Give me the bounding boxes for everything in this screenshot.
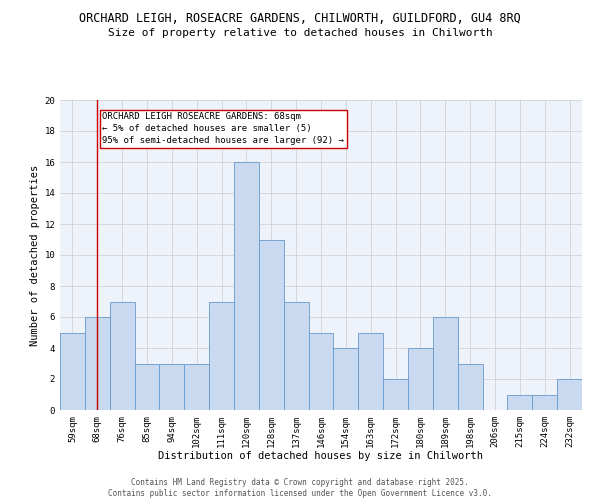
Bar: [234, 162, 259, 410]
Bar: [458, 364, 482, 410]
Bar: [532, 394, 557, 410]
Text: ORCHARD LEIGH ROSEACRE GARDENS: 68sqm
← 5% of detached houses are smaller (5)
95: ORCHARD LEIGH ROSEACRE GARDENS: 68sqm ← …: [102, 112, 344, 145]
Y-axis label: Number of detached properties: Number of detached properties: [30, 164, 40, 346]
Text: Contains HM Land Registry data © Crown copyright and database right 2025.
Contai: Contains HM Land Registry data © Crown c…: [108, 478, 492, 498]
Bar: [334, 348, 358, 410]
Bar: [433, 317, 458, 410]
Bar: [134, 364, 160, 410]
Bar: [508, 394, 532, 410]
Bar: [209, 302, 234, 410]
Bar: [557, 379, 582, 410]
Bar: [85, 317, 110, 410]
Bar: [184, 364, 209, 410]
Bar: [358, 332, 383, 410]
Text: ORCHARD LEIGH, ROSEACRE GARDENS, CHILWORTH, GUILDFORD, GU4 8RQ: ORCHARD LEIGH, ROSEACRE GARDENS, CHILWOR…: [79, 12, 521, 26]
X-axis label: Distribution of detached houses by size in Chilworth: Distribution of detached houses by size …: [158, 452, 484, 462]
Bar: [60, 332, 85, 410]
Bar: [259, 240, 284, 410]
Bar: [383, 379, 408, 410]
Text: Size of property relative to detached houses in Chilworth: Size of property relative to detached ho…: [107, 28, 493, 38]
Bar: [160, 364, 184, 410]
Bar: [408, 348, 433, 410]
Bar: [110, 302, 134, 410]
Bar: [284, 302, 308, 410]
Bar: [308, 332, 334, 410]
